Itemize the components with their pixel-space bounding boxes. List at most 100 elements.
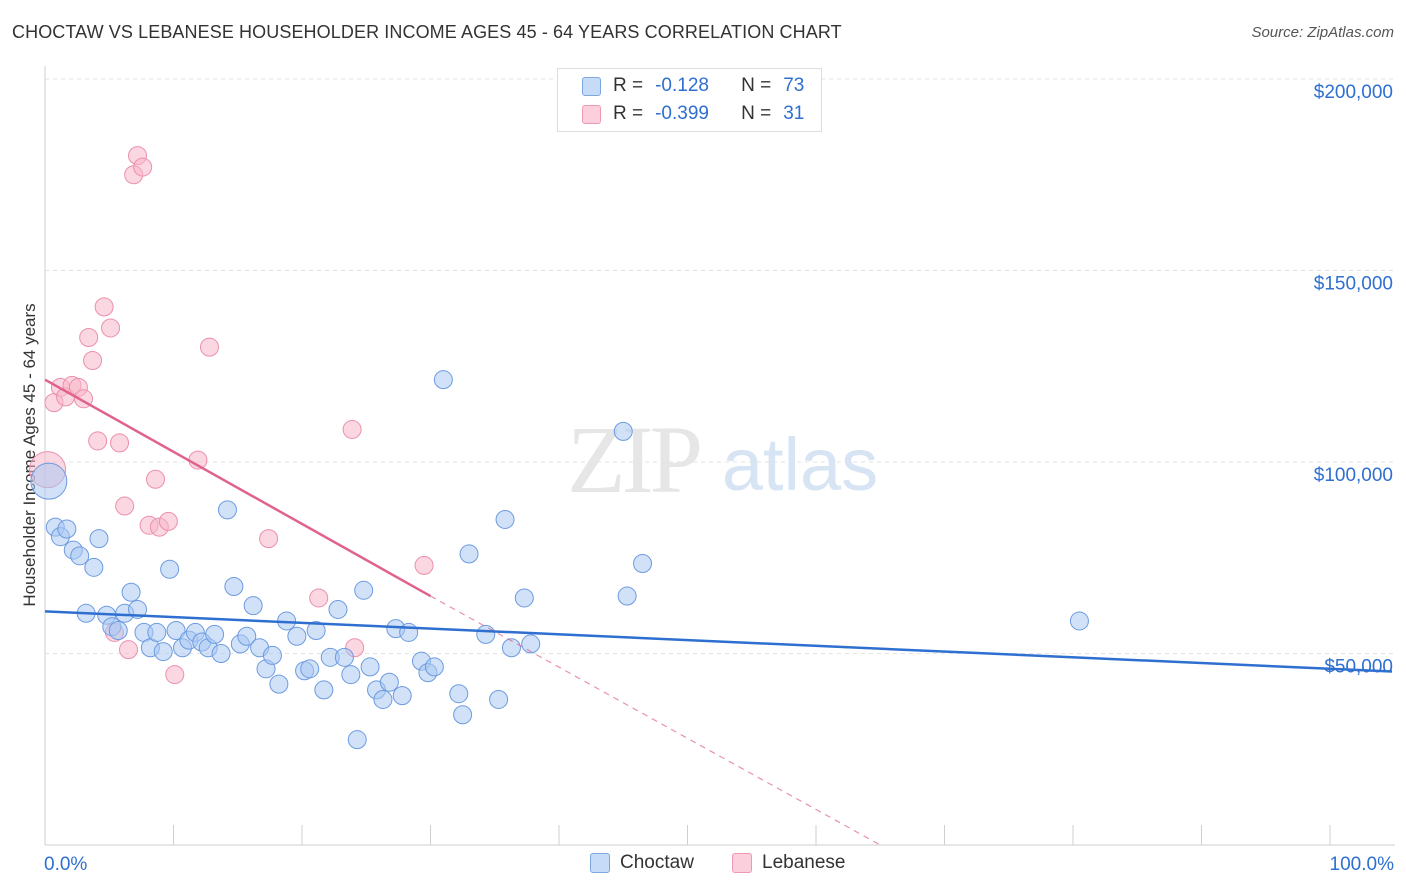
lebanese-point <box>119 640 139 660</box>
choctaw-point <box>392 686 412 706</box>
lebanese-swatch <box>582 104 601 124</box>
choctaw-point <box>379 672 399 692</box>
lebanese-points <box>29 146 434 685</box>
choctaw-point <box>57 519 77 539</box>
lebanese-trend-line <box>44 378 432 598</box>
choctaw-point <box>84 557 104 577</box>
choctaw-point <box>153 642 173 662</box>
choctaw-point <box>495 509 515 529</box>
r-label: R = <box>613 75 644 96</box>
choctaw-point <box>262 645 282 665</box>
lebanese-point <box>199 337 219 357</box>
lebanese-point <box>342 419 362 439</box>
choctaw-point <box>633 553 653 573</box>
choctaw-point <box>433 370 453 390</box>
r-value: -0.128 <box>655 75 709 96</box>
choctaw-point <box>121 582 141 602</box>
choctaw-swatch <box>582 76 601 96</box>
choctaw-point <box>341 665 361 685</box>
choctaw-point <box>147 622 167 642</box>
x-tick-label: 100.0% <box>1330 854 1395 875</box>
y-tick-label: $150,000 <box>1314 274 1393 295</box>
legend-row-choctaw: R = -0.128 N = 73 <box>582 75 804 97</box>
choctaw-point <box>617 586 637 606</box>
choctaw-point <box>300 659 320 679</box>
source-label: Source: ZipAtlas.com <box>1251 24 1394 41</box>
choctaw-point <box>521 634 541 654</box>
choctaw-point <box>128 599 148 619</box>
choctaw-point <box>30 462 68 500</box>
choctaw-point <box>108 621 128 641</box>
trend-lines <box>44 378 1393 846</box>
choctaw-point <box>459 544 479 564</box>
lebanese-point <box>110 433 130 453</box>
choctaw-point <box>449 684 469 704</box>
choctaw-point <box>1069 611 1089 631</box>
lebanese-point <box>158 511 178 531</box>
choctaw-point <box>354 580 374 600</box>
choctaw-point <box>160 559 180 579</box>
grid-lines <box>45 78 1395 654</box>
r-value: -0.399 <box>655 103 709 124</box>
choctaw-point <box>489 689 509 709</box>
lebanese-point <box>133 157 153 177</box>
watermark-zip: ZIP <box>567 406 700 513</box>
y-tick-label: $100,000 <box>1314 465 1393 486</box>
lebanese-legend-swatch <box>732 853 752 873</box>
y-tick-label: $50,000 <box>1324 657 1393 678</box>
lebanese-point <box>309 588 329 608</box>
y-tick-label: $200,000 <box>1314 82 1393 103</box>
n-value: 73 <box>783 75 805 96</box>
choctaw-point <box>287 626 307 646</box>
n-label: N = <box>741 103 772 124</box>
watermark-atlas: atlas <box>722 423 878 506</box>
legend-item-lebanese[interactable]: Lebanese <box>732 852 845 874</box>
choctaw-legend-swatch <box>590 853 610 873</box>
choctaw-point <box>224 576 244 596</box>
correlation-legend: R = -0.128 N = 73 R = -0.399 N = 31 <box>557 68 822 132</box>
choctaw-point <box>501 638 521 658</box>
lebanese-point <box>259 529 279 549</box>
choctaw-trend-line <box>44 610 1393 673</box>
tick-labels: $50,000 $100,000 $150,000 $200,000 0.0% 100.0… <box>44 82 1394 875</box>
watermark: ZIP atlas <box>567 406 878 513</box>
choctaw-legend-label: Choctaw <box>620 852 694 873</box>
choctaw-point <box>243 596 263 616</box>
lebanese-point <box>101 318 121 338</box>
lebanese-trend-extension <box>430 595 881 846</box>
r-label: R = <box>613 103 644 124</box>
n-label: N = <box>741 75 772 96</box>
x-tick-label: 0.0% <box>44 854 87 875</box>
lebanese-point <box>88 431 108 451</box>
choctaw-point <box>205 624 225 644</box>
choctaw-point <box>453 705 473 725</box>
choctaw-point <box>166 621 186 641</box>
choctaw-point <box>334 647 354 667</box>
choctaw-point <box>476 624 496 644</box>
lebanese-point <box>79 328 99 348</box>
lebanese-point <box>165 665 185 685</box>
choctaw-point <box>314 680 334 700</box>
choctaw-point <box>373 689 393 709</box>
choctaw-point <box>237 626 257 646</box>
choctaw-point <box>424 657 444 677</box>
choctaw-point <box>328 599 348 619</box>
lebanese-point <box>94 297 114 317</box>
choctaw-point <box>347 730 367 750</box>
legend-item-choctaw[interactable]: Choctaw <box>590 852 694 874</box>
n-value: 31 <box>783 103 805 124</box>
lebanese-point <box>414 555 434 575</box>
legend-row-lebanese: R = -0.399 N = 31 <box>582 103 804 125</box>
lebanese-point <box>146 469 166 489</box>
lebanese-point <box>115 496 135 516</box>
lebanese-legend-label: Lebanese <box>762 852 846 873</box>
choctaw-point <box>211 644 231 663</box>
chart-title: CHOCTAW VS LEBANESE HOUSEHOLDER INCOME A… <box>12 22 842 42</box>
choctaw-point <box>269 674 289 694</box>
choctaw-points <box>30 370 1089 750</box>
choctaw-point <box>306 621 326 641</box>
choctaw-point <box>89 529 109 549</box>
choctaw-point <box>514 588 534 608</box>
choctaw-point <box>360 657 380 677</box>
